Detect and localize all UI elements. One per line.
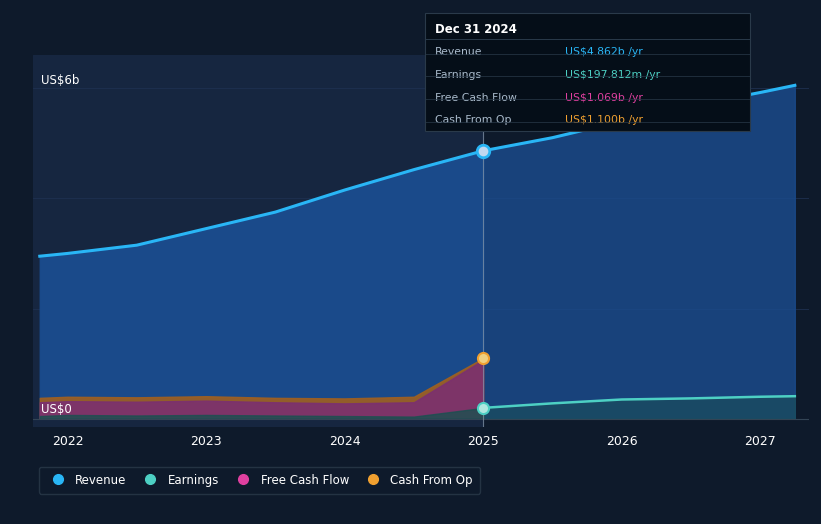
Text: US$1.100b /yr: US$1.100b /yr bbox=[565, 115, 643, 125]
Text: Revenue: Revenue bbox=[435, 48, 483, 58]
Text: US$4.862b /yr: US$4.862b /yr bbox=[565, 48, 643, 58]
Text: US$197.812m /yr: US$197.812m /yr bbox=[565, 70, 660, 80]
Text: Past: Past bbox=[456, 91, 478, 101]
Text: Free Cash Flow: Free Cash Flow bbox=[435, 93, 517, 103]
Text: US$6b: US$6b bbox=[41, 74, 80, 87]
Text: Analysts Forecasts: Analysts Forecasts bbox=[488, 91, 586, 101]
Bar bbox=[33, 55, 483, 427]
Legend: Revenue, Earnings, Free Cash Flow, Cash From Op: Revenue, Earnings, Free Cash Flow, Cash … bbox=[39, 466, 480, 494]
Text: Cash From Op: Cash From Op bbox=[435, 115, 511, 125]
Text: US$0: US$0 bbox=[41, 403, 72, 416]
Text: Dec 31 2024: Dec 31 2024 bbox=[435, 23, 517, 36]
Text: Earnings: Earnings bbox=[435, 70, 482, 80]
Text: US$1.069b /yr: US$1.069b /yr bbox=[565, 93, 643, 103]
